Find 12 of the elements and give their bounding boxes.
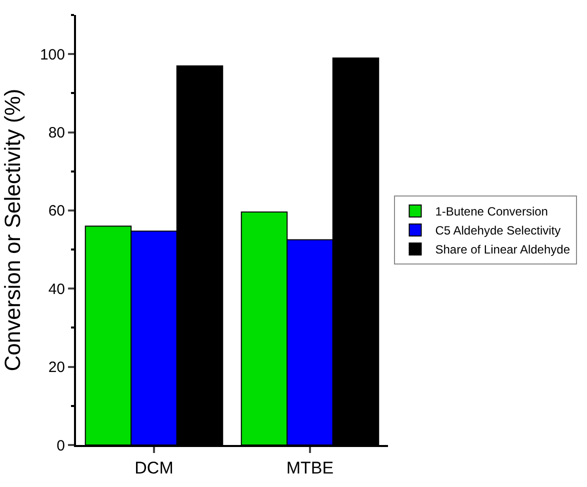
y-tick-label: 20 bbox=[48, 359, 65, 376]
x-tick-label: DCM bbox=[134, 458, 174, 478]
y-tick-label: 0 bbox=[56, 437, 65, 454]
legend-label: C5 Aldehyde Selectivity bbox=[435, 224, 561, 238]
x-tick-label: MTBE bbox=[286, 458, 334, 478]
y-axis-title: Conversion or Selectivity (%) bbox=[0, 88, 25, 372]
legend-label: 1-Butene Conversion bbox=[435, 204, 548, 219]
y-tick-label: 80 bbox=[48, 124, 65, 142]
y-tick-label: 60 bbox=[48, 202, 65, 220]
y-tick-label: 100 bbox=[40, 46, 65, 64]
legend-label: Share of Linear Aldehyde bbox=[435, 242, 570, 257]
y-tick-label: 40 bbox=[48, 280, 65, 298]
